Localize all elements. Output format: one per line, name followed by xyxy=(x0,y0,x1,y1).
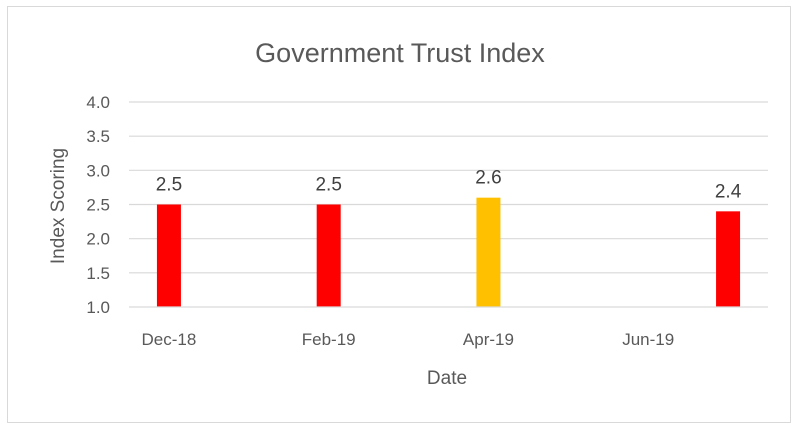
y-axis-ticks: 1.0 1.5 2.0 2.5 3.0 3.5 4.0 xyxy=(86,93,110,317)
x-axis-title: Date xyxy=(427,368,467,389)
y-tick-label: 1.0 xyxy=(86,298,110,317)
bar xyxy=(156,204,181,307)
chart-frame xyxy=(7,6,791,423)
gridlines xyxy=(129,101,768,274)
x-tick-label: Feb-19 xyxy=(302,330,356,349)
y-tick-label: 2.0 xyxy=(86,230,110,249)
bars xyxy=(156,197,741,307)
bar xyxy=(716,211,741,307)
x-axis-ticks: Dec-18 Feb-19 Apr-19 Jun-19 xyxy=(142,330,675,349)
chart-title: Government Trust Index xyxy=(255,38,545,68)
x-tick-label: Jun-19 xyxy=(622,330,674,349)
bar-value-label: 2.5 xyxy=(315,175,341,196)
x-tick-label: Apr-19 xyxy=(463,330,514,349)
x-tick-label: Dec-18 xyxy=(142,330,197,349)
bar-value-label: 2.6 xyxy=(475,168,501,189)
y-tick-label: 2.5 xyxy=(86,196,110,215)
y-tick-label: 1.5 xyxy=(86,264,110,283)
y-axis-title: Index Scoring xyxy=(48,148,69,264)
bar xyxy=(476,197,501,307)
y-tick-label: 4.0 xyxy=(86,93,110,112)
bar-value-label: 2.5 xyxy=(156,175,182,196)
y-tick-label: 3.5 xyxy=(86,127,110,146)
bar xyxy=(316,204,341,307)
data-labels: 2.5 2.5 2.6 2.4 xyxy=(156,168,742,203)
bar-value-label: 2.4 xyxy=(715,181,742,202)
y-tick-label: 3.0 xyxy=(86,161,110,180)
